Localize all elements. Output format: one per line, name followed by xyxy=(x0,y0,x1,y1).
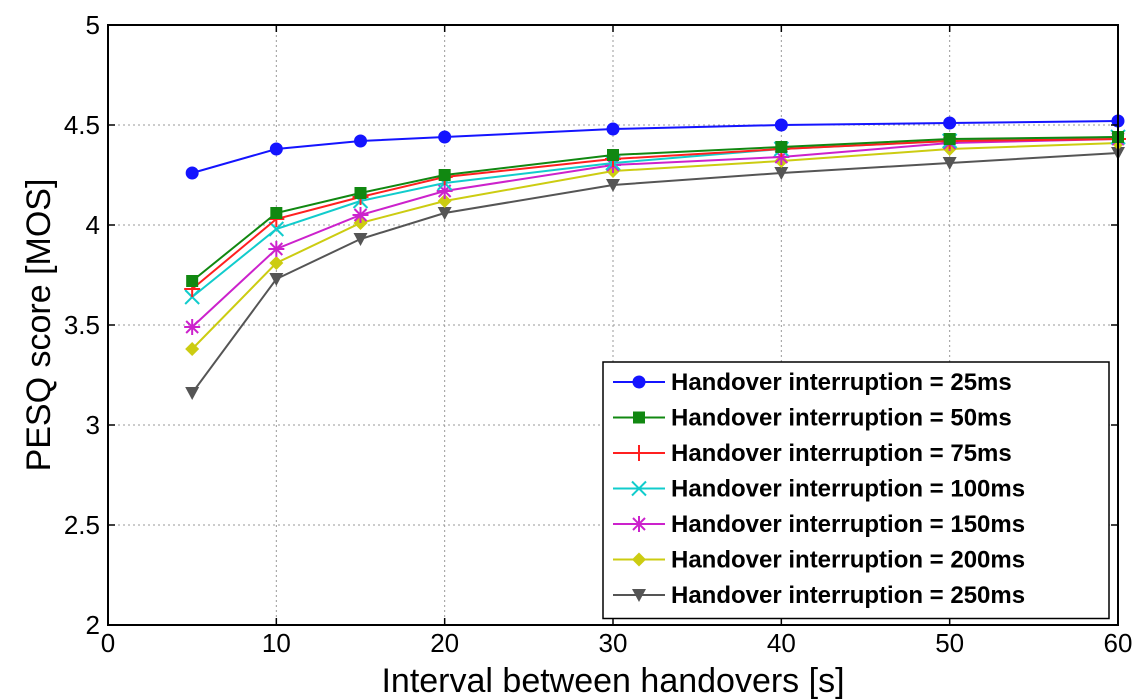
y-tick-label: 3 xyxy=(86,410,100,440)
data-point xyxy=(775,141,788,153)
legend-entry: Handover interruption = 250ms xyxy=(613,582,1025,609)
data-point xyxy=(942,157,957,170)
legend-marker xyxy=(631,516,647,532)
x-tick-label: 50 xyxy=(935,628,964,658)
data-point xyxy=(185,387,200,400)
x-axis-label: Interval between handovers [s] xyxy=(381,662,844,700)
data-point xyxy=(186,275,199,287)
legend-label: Handover interruption = 150ms xyxy=(671,511,1025,538)
series-handover-interruption-250ms xyxy=(185,147,1125,400)
data-point xyxy=(353,233,368,246)
legend-marker xyxy=(631,480,647,497)
axis-ticks: 0 10 20 30 40 50 60 2 2.5 3 3.5 4 4.5 5 xyxy=(64,10,1133,658)
series-line xyxy=(191,136,1119,282)
series-line xyxy=(191,152,1119,394)
legend-entry: Handover interruption = 100ms xyxy=(613,476,1025,503)
legend-label: Handover interruption = 200ms xyxy=(671,547,1025,574)
legend-marker xyxy=(632,552,646,567)
data-point xyxy=(185,342,200,356)
data-point xyxy=(436,183,453,199)
data-point xyxy=(352,207,369,223)
legend-label: Handover interruption = 250ms xyxy=(671,582,1025,609)
series-line xyxy=(191,138,1119,328)
data-point xyxy=(607,149,619,161)
y-tick-label: 2.5 xyxy=(64,510,100,540)
x-tick-label: 10 xyxy=(262,628,291,658)
data-point xyxy=(354,187,367,199)
series-handover-interruption-75ms xyxy=(184,131,1126,297)
data-point xyxy=(774,167,789,180)
y-axis-label: PESQ score [MOS] xyxy=(20,179,58,472)
y-tick-label: 4 xyxy=(86,210,100,240)
data-point xyxy=(437,207,452,220)
data-point xyxy=(270,207,283,219)
series-line xyxy=(191,142,1119,350)
data-point xyxy=(269,142,283,156)
legend-box xyxy=(602,361,1110,620)
x-tick-label: 40 xyxy=(767,628,796,658)
data-point xyxy=(943,116,957,130)
data-point xyxy=(943,133,956,145)
x-tick-label: 20 xyxy=(430,628,459,658)
legend-label: Handover interruption = 100ms xyxy=(671,476,1025,503)
series-handover-interruption-200ms xyxy=(185,136,1125,356)
data-point xyxy=(268,221,285,237)
legend-marker xyxy=(631,445,647,461)
legend-label: Handover interruption = 50ms xyxy=(671,405,1012,432)
data-point xyxy=(438,169,451,181)
y-tick-label: 4.5 xyxy=(64,110,100,140)
series-handover-interruption-50ms xyxy=(186,131,1124,287)
legend-label: Handover interruption = 75ms xyxy=(671,440,1012,467)
y-tick-label: 5 xyxy=(86,10,100,40)
legend-marker xyxy=(632,375,646,389)
data-point xyxy=(268,241,285,257)
data-point xyxy=(774,118,788,132)
legend-entry: Handover interruption = 25ms xyxy=(613,369,1012,396)
x-tick-label: 0 xyxy=(101,628,115,658)
data-point xyxy=(269,273,284,286)
legend-entry: Handover interruption = 150ms xyxy=(613,511,1025,538)
data-point xyxy=(437,194,452,208)
legend-label: Handover interruption = 25ms xyxy=(671,369,1012,396)
data-point xyxy=(269,256,284,270)
series-line xyxy=(191,120,1119,174)
legend-entry: Handover interruption = 50ms xyxy=(613,405,1012,432)
data-point xyxy=(438,130,452,144)
data-point xyxy=(185,166,199,180)
legend: Handover interruption = 25ms Handover int… xyxy=(602,361,1110,620)
data-point xyxy=(354,134,367,148)
data-point xyxy=(606,122,620,136)
x-tick-label: 60 xyxy=(1104,628,1133,658)
data-point xyxy=(606,179,620,192)
data-point xyxy=(184,319,201,335)
legend-marker xyxy=(633,411,645,424)
legend-marker xyxy=(632,589,646,602)
series-line xyxy=(191,138,1119,290)
legend-entry: Handover interruption = 200ms xyxy=(613,547,1025,574)
legend-entry: Handover interruption = 75ms xyxy=(613,440,1012,467)
x-tick-label: 30 xyxy=(599,628,628,658)
y-tick-label: 2 xyxy=(86,610,100,640)
y-tick-label: 3.5 xyxy=(64,310,100,340)
series-lines xyxy=(184,114,1126,400)
